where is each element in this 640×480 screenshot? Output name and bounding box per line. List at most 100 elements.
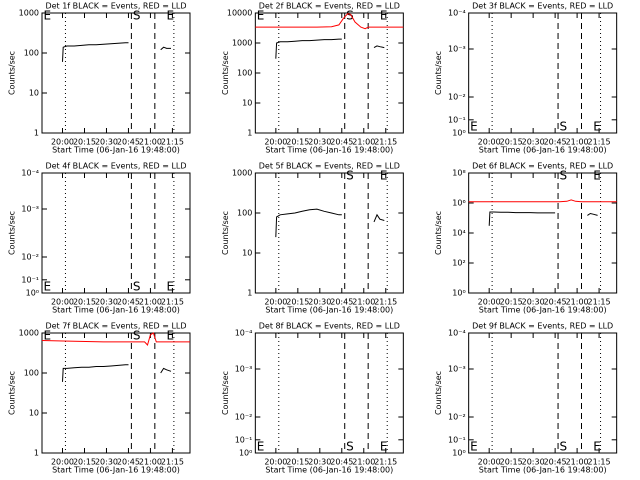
marker-label: E bbox=[593, 169, 601, 183]
y-tick-label: 10⁻¹ bbox=[21, 275, 39, 284]
marker-label: E bbox=[380, 169, 388, 183]
y-tick-label: 1000 bbox=[19, 329, 39, 338]
x-axis-label: Start Time (06-Jan-16 19:48:00) bbox=[52, 306, 180, 315]
x-tick-label: 20:30 bbox=[308, 298, 331, 307]
y-tick-label: 10⁰ bbox=[26, 289, 39, 298]
marker-label: E bbox=[593, 120, 601, 134]
plot-frame bbox=[468, 332, 618, 454]
x-tick-label: 21:00 bbox=[139, 458, 162, 467]
chart-title: Det 1f BLACK = Events, RED = LLD bbox=[45, 2, 186, 11]
y-tick-label: 1000 bbox=[19, 9, 39, 18]
x-tick-label: 21:15 bbox=[374, 138, 397, 147]
x-tick-label: 20:15 bbox=[73, 138, 96, 147]
x-axis-label: Start Time (06-Jan-16 19:48:00) bbox=[479, 146, 607, 155]
x-tick-label: 20:00 bbox=[478, 298, 501, 307]
y-tick-label: 10⁻³ bbox=[448, 365, 466, 374]
marker-label: E bbox=[380, 440, 388, 454]
x-tick-label: 20:30 bbox=[522, 458, 545, 467]
x-axis-label: Start Time (06-Jan-16 19:48:00) bbox=[265, 306, 393, 315]
y-tick-label: 10⁻² bbox=[21, 253, 39, 262]
x-tick-label: 20:45 bbox=[117, 298, 140, 307]
y-tick-label: 1000 bbox=[232, 39, 252, 48]
x-tick-label: 21:15 bbox=[374, 458, 397, 467]
x-tick-label: 21:00 bbox=[139, 298, 162, 307]
x-tick-label: 20:15 bbox=[500, 298, 523, 307]
x-tick-label: 21:00 bbox=[566, 298, 589, 307]
y-tick-label: 10⁻² bbox=[448, 93, 466, 102]
x-tick-label: 20:15 bbox=[500, 138, 523, 147]
x-tick-label: 21:00 bbox=[352, 458, 375, 467]
y-tick-label: 10⁻² bbox=[235, 413, 253, 422]
y-tick-label: 10⁻³ bbox=[448, 45, 466, 54]
x-tick-label: 20:15 bbox=[73, 458, 96, 467]
data-line bbox=[62, 42, 171, 62]
x-tick-label: 21:15 bbox=[588, 458, 611, 467]
y-tick-label: 10⁰ bbox=[452, 129, 465, 138]
y-tick-label: 100 bbox=[24, 369, 39, 378]
x-tick-label: 20:45 bbox=[544, 298, 567, 307]
y-tick-label: 100 bbox=[237, 69, 252, 78]
data-line bbox=[255, 13, 404, 30]
x-axis-label: Start Time (06-Jan-16 19:48:00) bbox=[479, 466, 607, 475]
x-tick-label: 20:30 bbox=[522, 138, 545, 147]
chart-title: Det 3f BLACK = Events, RED = LLD bbox=[472, 2, 613, 11]
marker-label: E bbox=[470, 120, 478, 134]
x-tick-label: 20:00 bbox=[51, 458, 74, 467]
y-tick-label: 100 bbox=[24, 49, 39, 58]
x-tick-label: 20:45 bbox=[117, 458, 140, 467]
chart-title: Det 6f BLACK = Events, RED = LLD bbox=[472, 162, 613, 171]
y-tick-label: 10⁻³ bbox=[235, 365, 253, 374]
marker-label: E bbox=[167, 280, 175, 294]
x-tick-label: 21:15 bbox=[588, 298, 611, 307]
marker-label: E bbox=[593, 440, 601, 454]
y-tick-label: 10⁻¹ bbox=[448, 435, 466, 444]
y-tick-label: 1 bbox=[34, 449, 39, 458]
y-tick-label: 10⁻⁴ bbox=[235, 329, 253, 338]
y-tick-label: 1 bbox=[247, 289, 252, 298]
y-tick-label: 10⁻⁴ bbox=[448, 9, 466, 18]
x-axis-label: Start Time (06-Jan-16 19:48:00) bbox=[265, 146, 393, 155]
y-tick-label: 10⁰ bbox=[452, 449, 465, 458]
y-tick-label: 10⁶ bbox=[452, 199, 465, 208]
y-tick-label: 10⁴ bbox=[452, 229, 465, 238]
x-tick-label: 21:15 bbox=[374, 298, 397, 307]
x-tick-label: 21:15 bbox=[161, 458, 184, 467]
plot-frame bbox=[41, 332, 191, 454]
plot-frame bbox=[254, 172, 404, 294]
data-line bbox=[275, 38, 385, 59]
chart-title: Det 8f BLACK = Events, RED = LLD bbox=[259, 322, 400, 331]
x-tick-label: 20:45 bbox=[330, 298, 353, 307]
plot-frame bbox=[468, 172, 618, 294]
x-tick-label: 20:30 bbox=[522, 298, 545, 307]
marker-label: E bbox=[167, 329, 175, 343]
marker-label: E bbox=[380, 9, 388, 23]
y-axis-label: Counts/sec bbox=[434, 51, 443, 95]
marker-label: S bbox=[133, 280, 141, 294]
data-line bbox=[62, 364, 172, 382]
y-axis-label: Counts/sec bbox=[434, 211, 443, 255]
x-tick-label: 20:45 bbox=[544, 458, 567, 467]
y-tick-label: 1 bbox=[247, 129, 252, 138]
chart-title: Det 9f BLACK = Events, RED = LLD bbox=[472, 322, 613, 331]
data-line bbox=[488, 211, 598, 226]
x-tick-label: 21:00 bbox=[352, 298, 375, 307]
marker-label: S bbox=[346, 440, 354, 454]
marker-label: S bbox=[560, 169, 568, 183]
x-tick-label: 20:30 bbox=[308, 458, 331, 467]
x-tick-label: 20:00 bbox=[478, 138, 501, 147]
x-tick-label: 20:00 bbox=[51, 138, 74, 147]
marker-label: E bbox=[43, 9, 51, 23]
y-tick-label: 10⁸ bbox=[452, 169, 465, 178]
y-axis-label: Counts/sec bbox=[221, 51, 230, 95]
marker-label: E bbox=[470, 440, 478, 454]
marker-label: E bbox=[167, 9, 175, 23]
marker-label: S bbox=[346, 169, 354, 183]
plot-frame bbox=[41, 12, 191, 134]
chart-title: Det 5f BLACK = Events, RED = LLD bbox=[259, 162, 400, 171]
plot-frame bbox=[254, 332, 404, 454]
x-tick-label: 20:00 bbox=[51, 298, 74, 307]
x-axis-label: Start Time (06-Jan-16 19:48:00) bbox=[479, 306, 607, 315]
x-tick-label: 20:30 bbox=[95, 138, 118, 147]
plot-frame bbox=[254, 12, 404, 134]
y-tick-label: 10⁻² bbox=[448, 413, 466, 422]
